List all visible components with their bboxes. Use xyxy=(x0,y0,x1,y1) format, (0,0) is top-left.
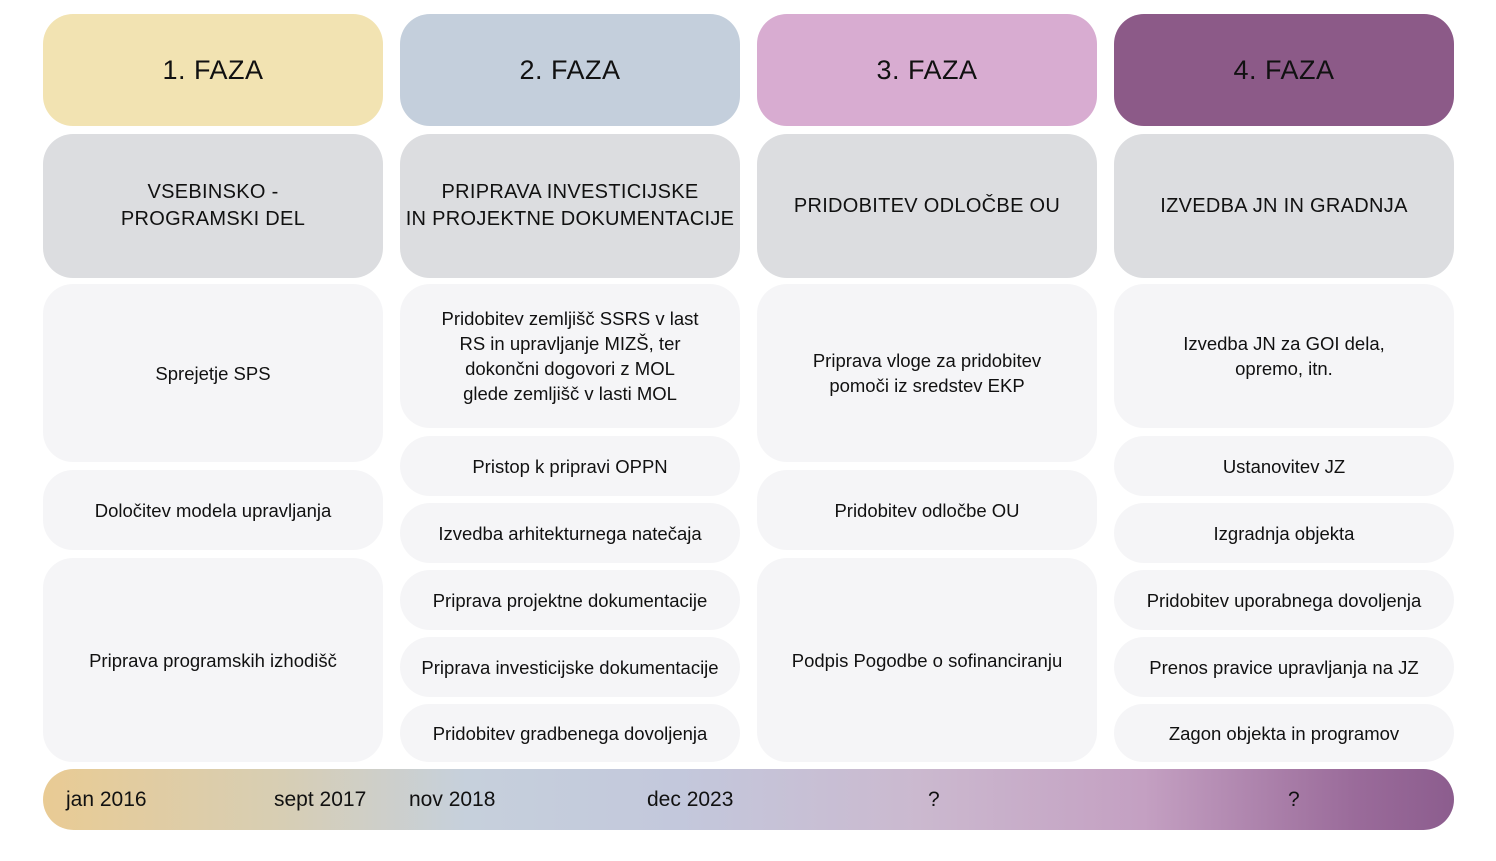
phase-2-task: Priprava investicijske dokumentacije xyxy=(400,637,740,697)
timeline-label-sept-2017: sept 2017 xyxy=(274,788,367,811)
phase-4-column: 4. FAZA IZVEDBA JN IN GRADNJA Izvedba JN… xyxy=(1114,14,1454,762)
phase-1-task: Določitev modela upravljanja xyxy=(43,470,383,550)
phase-4-header: IZVEDBA JN IN GRADNJA xyxy=(1114,134,1454,278)
timeline-label-dec-2023: dec 2023 xyxy=(647,788,734,811)
phase-4-task: Prenos pravice upravljanja na JZ xyxy=(1114,637,1454,697)
phase-4-task: Pridobitev uporabnega dovoljenja xyxy=(1114,570,1454,630)
timeline-label-unknown-1: ? xyxy=(928,788,940,811)
phase-4-task: Izvedba JN za GOI dela, opremo, itn. xyxy=(1114,284,1454,428)
phase-2-task: Priprava projektne dokumentacije xyxy=(400,570,740,630)
phase-2-task: Pridobitev zemljišč SSRS v last RS in up… xyxy=(400,284,740,428)
phase-4-task: Ustanovitev JZ xyxy=(1114,436,1454,496)
phase-3-title: 3. FAZA xyxy=(757,14,1097,126)
phase-4-title: 4. FAZA xyxy=(1114,14,1454,126)
phase-3-task: Podpis Pogodbe o sofinanciranju xyxy=(757,558,1097,762)
phase-1-column: 1. FAZA VSEBINSKO - PROGRAMSKI DEL Sprej… xyxy=(43,14,383,762)
phase-1-task: Sprejetje SPS xyxy=(43,284,383,462)
timeline-label-jan-2016: jan 2016 xyxy=(66,788,147,811)
phase-4-task: Zagon objekta in programov xyxy=(1114,704,1454,762)
phase-4-task: Izgradnja objekta xyxy=(1114,503,1454,563)
phase-2-task: Pristop k pripravi OPPN xyxy=(400,436,740,496)
phase-2-title: 2. FAZA xyxy=(400,14,740,126)
phase-3-header: PRIDOBITEV ODLOČBE OU xyxy=(757,134,1097,278)
phase-3-column: 3. FAZA PRIDOBITEV ODLOČBE OU Priprava v… xyxy=(757,14,1097,762)
phase-1-title: 1. FAZA xyxy=(43,14,383,126)
phase-3-task: Priprava vloge za pridobitev pomoči iz s… xyxy=(757,284,1097,462)
phase-1-task: Priprava programskih izhodišč xyxy=(43,558,383,762)
timeline-label-unknown-2: ? xyxy=(1288,788,1300,811)
phase-2-task: Pridobitev gradbenega dovoljenja xyxy=(400,704,740,762)
phase-1-header: VSEBINSKO - PROGRAMSKI DEL xyxy=(43,134,383,278)
phase-2-header: PRIPRAVA INVESTICIJSKE IN PROJEKTNE DOKU… xyxy=(400,134,740,278)
phase-3-task: Pridobitev odločbe OU xyxy=(757,470,1097,550)
phase-2-column: 2. FAZA PRIPRAVA INVESTICIJSKE IN PROJEK… xyxy=(400,14,740,762)
phase-2-task: Izvedba arhitekturnega natečaja xyxy=(400,503,740,563)
timeline-label-nov-2018: nov 2018 xyxy=(409,788,496,811)
timeline-bar: jan 2016 sept 2017 nov 2018 dec 2023 ? ? xyxy=(43,769,1454,830)
